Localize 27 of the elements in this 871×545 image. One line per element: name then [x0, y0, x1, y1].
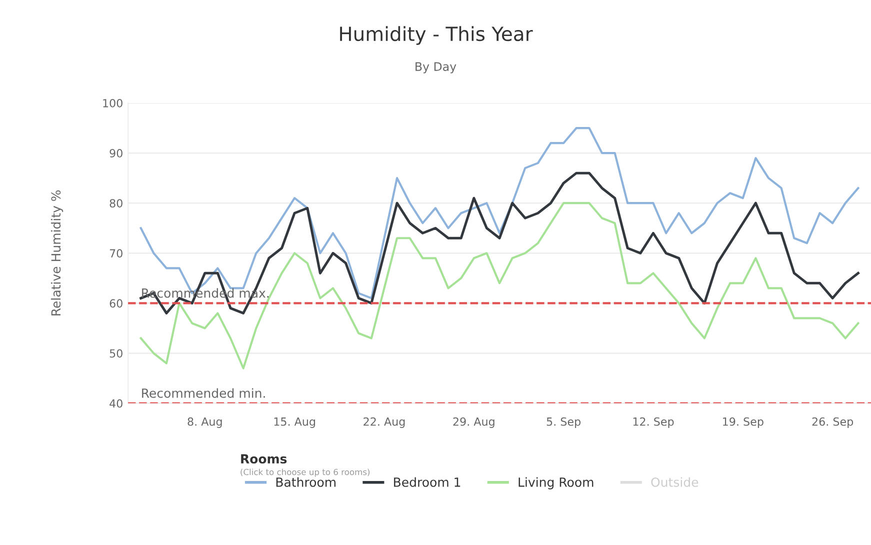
legend-title: Rooms [241, 454, 287, 464]
x-tick-label: 29. Aug [453, 417, 494, 428]
y-tick-label: 50 [110, 349, 122, 358]
x-tick-label: 5. Sep [546, 417, 580, 428]
line-series [140, 126, 860, 300]
chart-subtitle: By Day [416, 62, 456, 74]
y-tick-label: 40 [110, 399, 122, 408]
y-tick-label: 70 [110, 249, 122, 258]
legend-label: Living Room [518, 477, 594, 490]
x-tick-label: 22. Aug [364, 417, 405, 428]
y-axis-title: Relative Humidity % [50, 190, 64, 316]
x-tick-label: 15. Aug [274, 418, 316, 428]
x-tick-label: 19. Sep [723, 417, 764, 428]
y-tick-label: 60 [110, 299, 122, 308]
ref-line-label: Recommended min. [142, 388, 265, 398]
legend-label: Bedroom 1 [394, 477, 460, 487]
x-tick-label: 26. Sep [812, 417, 854, 428]
line-series [140, 202, 860, 370]
x-tick-label: 8. Aug [188, 417, 222, 428]
chart-title: Humidity - This Year [340, 26, 533, 45]
y-tick-label: 100 [103, 98, 122, 108]
x-tick-label: 12. Sep [633, 417, 674, 428]
text: (Click to choose up to 6 rooms) [240, 468, 370, 477]
y-tick-label: 80 [110, 199, 122, 208]
legend-label: Bathroom [276, 477, 336, 487]
line-series [140, 172, 860, 314]
y-tick-label: 90 [110, 149, 122, 158]
